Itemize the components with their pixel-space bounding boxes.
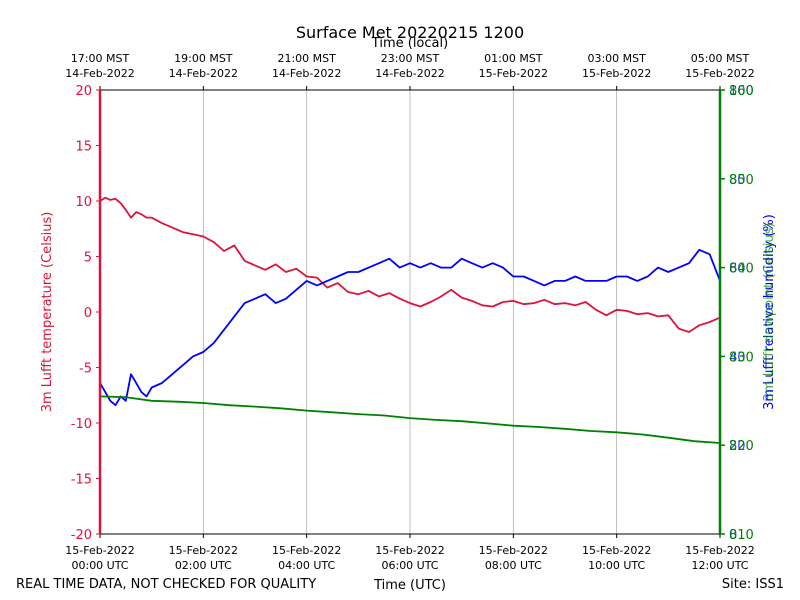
top-tick-time: 03:00 MST xyxy=(587,52,646,65)
top-tick-date: 14-Feb-2022 xyxy=(169,67,238,80)
right-tick-label-green: 860 xyxy=(729,84,754,99)
left-tick-label: -10 xyxy=(71,417,92,432)
bottom-tick-time: 04:00 UTC xyxy=(278,559,335,572)
bottom-tick-time: 00:00 UTC xyxy=(71,559,128,572)
top-tick-date: 15-Feb-2022 xyxy=(685,67,754,80)
series-line-temperature xyxy=(99,196,721,333)
bottom-tick-time: 06:00 UTC xyxy=(381,559,438,572)
bottom-tick-date: 15-Feb-2022 xyxy=(685,544,754,557)
top-tick-time: 21:00 MST xyxy=(277,52,336,65)
left-tick-label: -5 xyxy=(79,362,92,377)
bottom-tick-date: 15-Feb-2022 xyxy=(169,544,238,557)
top-tick-date: 14-Feb-2022 xyxy=(272,67,341,80)
series-line-dewpoint xyxy=(99,395,721,444)
grid-lines xyxy=(202,90,618,534)
left-tick-label: 20 xyxy=(75,84,92,99)
top-tick-time: 19:00 MST xyxy=(174,52,233,65)
bottom-tick-date: 15-Feb-2022 xyxy=(479,544,548,557)
right-axis-label-humidity: 3m Lufft relative humidity (%) xyxy=(762,214,777,410)
bottom-tick-time: 10:00 UTC xyxy=(588,559,645,572)
top-tick-date: 14-Feb-2022 xyxy=(375,67,444,80)
right-tick-label-green: 850 xyxy=(729,173,754,188)
right-tick-label-green: 840 xyxy=(729,262,754,277)
right-tick-label-blue: 60 xyxy=(729,262,746,277)
footer-site: Site: ISS1 xyxy=(722,577,784,592)
top-tick-date: 15-Feb-2022 xyxy=(479,67,548,80)
footer-disclaimer: REAL TIME DATA, NOT CHECKED FOR QUALITY xyxy=(16,577,316,592)
right-axis-label-green: 3m Lufft dewpoint (Celsius) xyxy=(762,223,777,402)
bottom-tick-time: 02:00 UTC xyxy=(175,559,232,572)
left-tick-label: 15 xyxy=(75,140,92,155)
top-tick-time: 17:00 MST xyxy=(71,52,130,65)
bottom-tick-date: 15-Feb-2022 xyxy=(375,544,444,557)
right-tick-label-blue: 100 xyxy=(729,84,754,99)
right-tick-label-blue: 20 xyxy=(729,439,746,454)
left-axis-label: 3m Lufft temperature (Celsius) xyxy=(40,212,55,413)
top-tick-date: 15-Feb-2022 xyxy=(582,67,651,80)
bottom-axis-ticks: 15-Feb-2022 00:00 UTC 15-Feb-2022 02:00 UTC… xyxy=(65,534,755,572)
right-tick-label-blue: 0 xyxy=(729,528,737,543)
x-axis-label: Time (UTC) xyxy=(373,578,446,593)
right-tick-label-blue: 40 xyxy=(729,350,746,365)
bottom-tick-date: 15-Feb-2022 xyxy=(65,544,134,557)
right-tick-label-blue: 80 xyxy=(729,173,746,188)
top-axis-label: Time (local) xyxy=(371,36,448,51)
right-tick-label-green: 810 xyxy=(729,528,754,543)
top-tick-time: 23:00 MST xyxy=(381,52,440,65)
bottom-tick-date: 15-Feb-2022 xyxy=(582,544,651,557)
top-tick-time: 01:00 MST xyxy=(484,52,543,65)
top-axis-ticks: 17:00 MST 14-Feb-2022 19:00 MST 14-Feb-2022… xyxy=(65,52,755,90)
left-tick-label: -15 xyxy=(71,473,92,488)
right-tick-label-green: 820 xyxy=(729,439,754,454)
left-tick-label: 0 xyxy=(84,306,92,321)
chart-title: Surface Met 20220215 1200 xyxy=(296,23,524,42)
left-tick-label: -20 xyxy=(71,528,92,543)
right-tick-label-green: 830 xyxy=(729,350,754,365)
bottom-tick-date: 15-Feb-2022 xyxy=(272,544,341,557)
top-tick-time: 05:00 MST xyxy=(691,52,750,65)
series-line-relative-humidity xyxy=(99,248,721,407)
series-layer xyxy=(99,196,721,444)
bottom-tick-time: 08:00 UTC xyxy=(485,559,542,572)
left-tick-label: 10 xyxy=(75,195,92,210)
top-tick-date: 14-Feb-2022 xyxy=(65,67,134,80)
left-tick-label: 5 xyxy=(84,251,92,266)
bottom-tick-time: 12:00 UTC xyxy=(691,559,748,572)
left-axis-ticks: -20 -15 -10 -5 0 5 10 15 20 xyxy=(71,84,100,543)
